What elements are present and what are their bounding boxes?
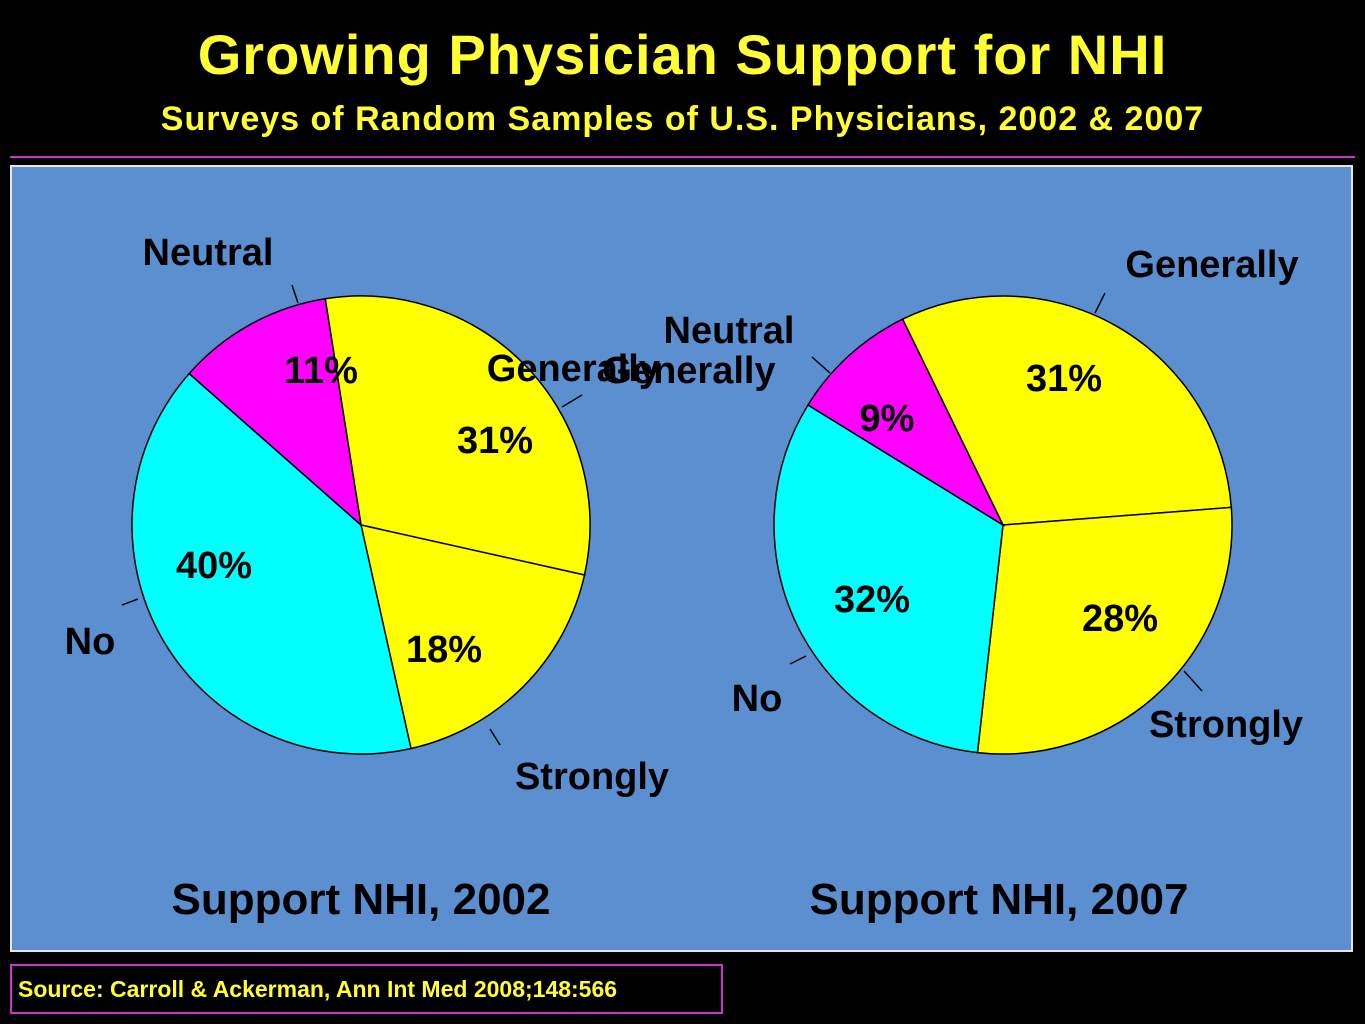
leader-line-neutral-0 (291, 284, 299, 304)
source-citation: Source: Carroll & Ackerman, Ann Int Med … (10, 964, 723, 1014)
slice-value-strongly-0: 18% (406, 629, 482, 671)
pie-slice-generally-0 (324, 295, 591, 576)
pie-chart-2007: 31%Generally28%Strongly32%No9%NeutralGen… (602, 244, 1303, 755)
leader-line-generally-1 (1094, 292, 1106, 314)
pie-slice-no-0 (131, 372, 412, 755)
pie-slice-generally-1 (901, 295, 1233, 526)
pie-slice-neutral-0 (188, 297, 363, 527)
slice-value-neutral-1: 9% (860, 398, 915, 440)
pie-chart-2002: 31% Generally 18% Strongly 40% No 11% Neutral (65, 232, 669, 798)
slice-label-generally-1: Generally (1125, 244, 1298, 286)
slice-value-generally-0: 31% (457, 420, 533, 462)
title-divider (10, 156, 1355, 158)
chart-title-2002: Support NHI, 2002 (172, 875, 551, 924)
pie-slice-no-1 (773, 403, 1004, 754)
slice-label-generally-0: Generally (487, 348, 660, 390)
pie-charts-svg: 31% Generally 18% Strongly 40% No 11% Neutral 3… (65, 232, 1303, 924)
slice-label-generally-secondary-1: Generally (602, 350, 775, 392)
slice-value-strongly-1: 28% (1082, 598, 1158, 640)
chart-panel: 31% Generally 18% Strongly 40% No 11% Neutral 3… (10, 165, 1353, 952)
leader-line-strongly-0 (489, 728, 501, 746)
pie-slice-strongly-1 (976, 506, 1233, 755)
pie-slice-strongly-0 (360, 524, 586, 750)
slice-value-no-0: 40% (176, 545, 252, 587)
leader-line-no-1 (789, 655, 807, 665)
slice-label-neutral-1: Neutral (664, 310, 795, 352)
slice-value-generally-1: 31% (1026, 358, 1102, 400)
page-title: Growing Physician Support for NHI (197, 23, 1168, 86)
page-subtitle: Surveys of Random Samples of U.S. Physic… (160, 100, 1205, 138)
leader-line-no-0 (121, 598, 139, 606)
slice-value-no-1: 32% (834, 579, 910, 621)
pie-slice-neutral-1 (806, 318, 1005, 527)
leader-line-generally-0 (561, 394, 583, 408)
slice-label-neutral-0: Neutral (143, 232, 274, 274)
chart-title-2007: Support NHI, 2007 (810, 875, 1189, 924)
slice-value-neutral-0: 11% (284, 350, 358, 392)
slice-label-no-0: No (65, 621, 116, 663)
slice-label-no-1: No (732, 678, 783, 720)
slice-label-strongly-1: Strongly (1149, 704, 1303, 746)
slice-label-strongly-0: Strongly (515, 756, 669, 798)
leader-line-neutral-1 (811, 356, 831, 374)
leader-line-strongly-1 (1183, 670, 1203, 692)
